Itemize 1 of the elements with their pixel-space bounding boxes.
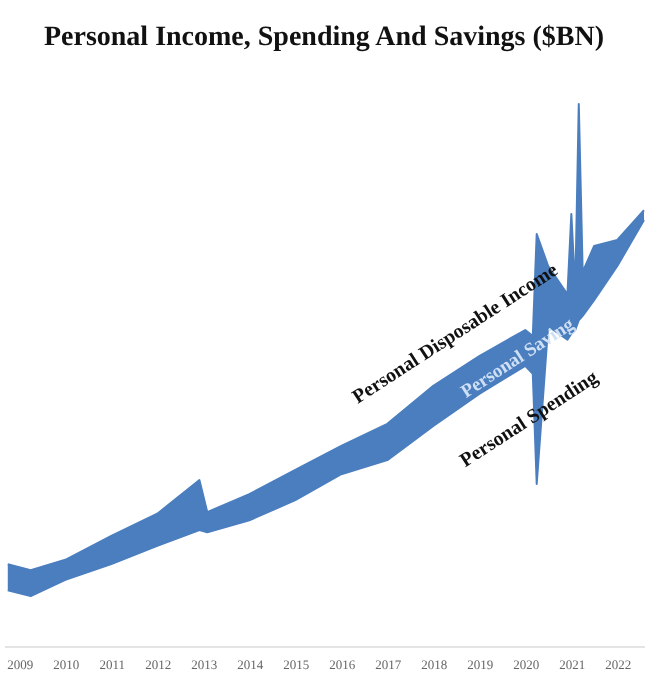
chart-title: Personal Income, Spending And Savings ($BN) [43, 23, 605, 53]
